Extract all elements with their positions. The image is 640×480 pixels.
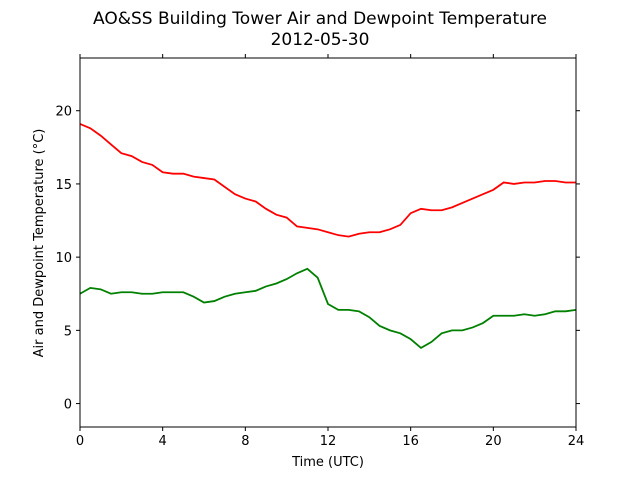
chart-title: AO&SS Building Tower Air and Dewpoint Te…: [93, 9, 547, 29]
chart-subtitle: 2012-05-30: [271, 30, 370, 50]
y-tick-label: 15: [55, 178, 72, 193]
x-tick-label: 0: [76, 434, 84, 449]
x-tick-label: 24: [568, 434, 585, 449]
data-line: [79, 123, 576, 238]
x-tick-label: 4: [159, 434, 167, 449]
plot-frame: [79, 57, 577, 428]
x-tick-label: 12: [320, 434, 337, 449]
y-tick-label: 10: [55, 251, 72, 266]
y-tick-label: 20: [55, 105, 72, 120]
y-tick-label: 5: [64, 324, 72, 339]
x-tick-label: 16: [402, 434, 419, 449]
x-axis-label: Time (UTC): [291, 455, 364, 470]
y-tick-label: 0: [64, 398, 72, 413]
x-tick-label: 8: [241, 434, 249, 449]
x-tick-label: 20: [485, 434, 502, 449]
data-line: [79, 267, 577, 350]
y-axis-label: Air and Dewpoint Temperature (°C): [32, 129, 47, 358]
